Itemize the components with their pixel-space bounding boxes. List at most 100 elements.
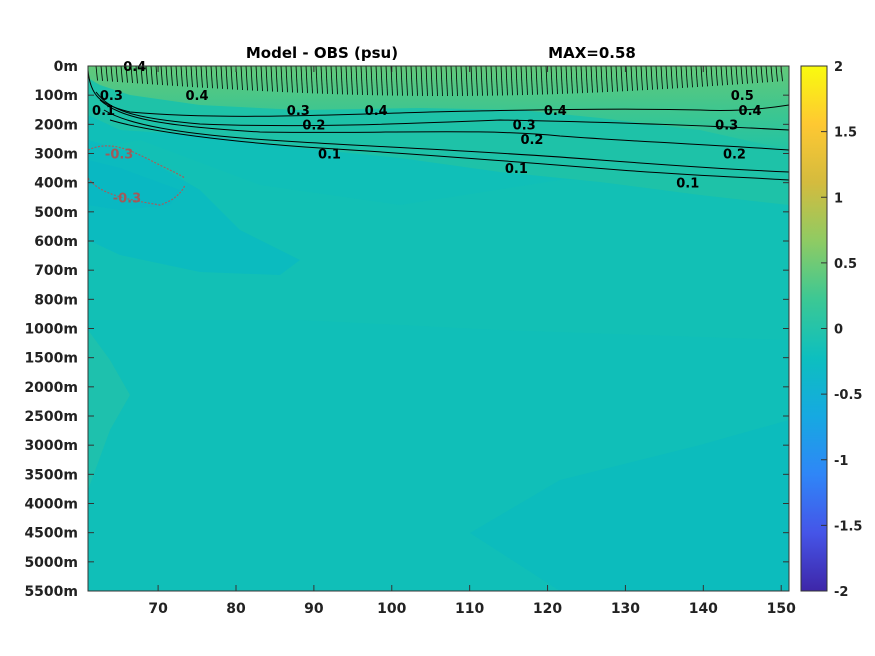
hatch-line — [410, 66, 413, 96]
hatch-line — [300, 66, 303, 93]
hatch-line — [490, 66, 493, 96]
contour-labels: 0.40.40.30.1 0.30.20.10.40.30.20.10.40.50… — [92, 60, 762, 206]
hatch-line — [450, 66, 453, 97]
colorbar-tick-label: 0.5 — [834, 257, 857, 272]
hatch-line — [700, 66, 703, 87]
hatch-line — [530, 66, 533, 95]
hatch-line — [230, 66, 233, 90]
contour-lines — [88, 69, 789, 181]
contour-label: 0.4 — [544, 104, 567, 119]
x-tick-label: 110 — [455, 601, 484, 617]
hatch-line — [715, 66, 718, 86]
hatch-line — [470, 66, 473, 96]
hatch-line — [690, 66, 693, 88]
field-deep-west-patch — [88, 330, 130, 490]
colorbar-tick-label: 2 — [834, 60, 843, 75]
hatch-line — [605, 66, 608, 93]
hatch-line — [285, 66, 288, 93]
field-negative-core — [88, 160, 180, 210]
contour-label: 0.1 — [318, 148, 341, 163]
hatch-line — [740, 66, 743, 85]
negative-contours — [88, 145, 186, 206]
x-tick-label: 120 — [533, 601, 562, 617]
hatch-line — [755, 66, 758, 84]
y-tick-label: 2500m — [24, 409, 78, 425]
hatch-line — [350, 66, 353, 95]
hatch-line — [400, 66, 403, 96]
surface-contour-hatching — [95, 66, 783, 97]
hatch-line — [495, 66, 498, 96]
y-tick-label: 1500m — [24, 351, 78, 367]
hatch-line — [505, 66, 508, 96]
contour-label: 0.4 — [123, 60, 146, 75]
hatch-line — [225, 66, 228, 90]
contour-label: 0.4 — [186, 89, 209, 104]
chart-max-label: MAX=0.58 — [548, 44, 636, 62]
x-tick-label: 90 — [304, 601, 324, 617]
hatch-line — [310, 66, 313, 94]
contour-label: -0.3 — [105, 148, 133, 163]
colorbar-tick-label: -1 — [834, 454, 848, 469]
hatch-line — [345, 66, 348, 95]
hatch-line — [455, 66, 458, 96]
hatch-line — [115, 66, 118, 83]
hatch-line — [580, 66, 583, 94]
hatch-line — [475, 66, 478, 96]
hatch-line — [685, 66, 688, 88]
contour-label: 0.1 — [505, 162, 528, 177]
y-tick-label: 5000m — [24, 555, 78, 571]
hatch-line — [515, 66, 518, 96]
hatch-line — [275, 66, 278, 92]
chart-title: Model - OBS (psu) — [246, 44, 398, 62]
hatch-line — [485, 66, 488, 96]
contour-line — [95, 91, 789, 131]
hatch-line — [650, 66, 653, 90]
contour-label: 0.4 — [365, 104, 388, 119]
negative-contour-line — [88, 145, 186, 179]
hatch-line — [680, 66, 683, 88]
y-tick-label: 4000m — [24, 497, 78, 513]
y-tick-label: 700m — [34, 263, 78, 279]
hatch-line — [695, 66, 698, 88]
contour-label: 0.4 — [739, 104, 762, 119]
negative-contour-line — [88, 177, 186, 206]
hatch-line — [665, 66, 668, 89]
contour-label: -0.3 — [113, 191, 141, 206]
hatch-line — [585, 66, 588, 93]
hatch-line — [320, 66, 323, 94]
hatch-line — [670, 66, 673, 89]
hatch-line — [170, 66, 173, 86]
hatch-line — [165, 66, 168, 86]
hatch-line — [250, 66, 253, 91]
hatch-line — [545, 66, 548, 95]
field-negative-lobe — [88, 140, 300, 275]
hatch-line — [190, 66, 193, 88]
hatch-line — [290, 66, 293, 93]
hatch-line — [375, 66, 378, 96]
hatch-line — [570, 66, 573, 94]
hatch-line — [200, 66, 203, 88]
hatch-line — [150, 66, 153, 85]
x-tick-label: 70 — [148, 601, 168, 617]
hatch-line — [525, 66, 528, 95]
hatch-line — [555, 66, 558, 95]
contour-line — [109, 119, 789, 181]
hatch-line — [315, 66, 318, 94]
hatch-line — [220, 66, 223, 89]
hatch-line — [175, 66, 178, 87]
hatch-line — [155, 66, 158, 85]
field-midband — [88, 140, 789, 340]
colorbar-tick-label: -1.5 — [834, 519, 862, 534]
hatch-line — [365, 66, 368, 96]
hatch-line — [160, 66, 163, 86]
hatch-line — [195, 66, 198, 88]
x-tick-label: 80 — [226, 601, 246, 617]
hatch-line — [125, 66, 128, 83]
hatch-line — [660, 66, 663, 90]
hatch-line — [130, 66, 133, 84]
hatch-line — [145, 66, 148, 85]
colorbar-tick-label: -0.5 — [834, 388, 862, 403]
y-tick-label: 600m — [34, 234, 78, 250]
hatch-line — [640, 66, 643, 91]
hatch-line — [120, 66, 123, 83]
